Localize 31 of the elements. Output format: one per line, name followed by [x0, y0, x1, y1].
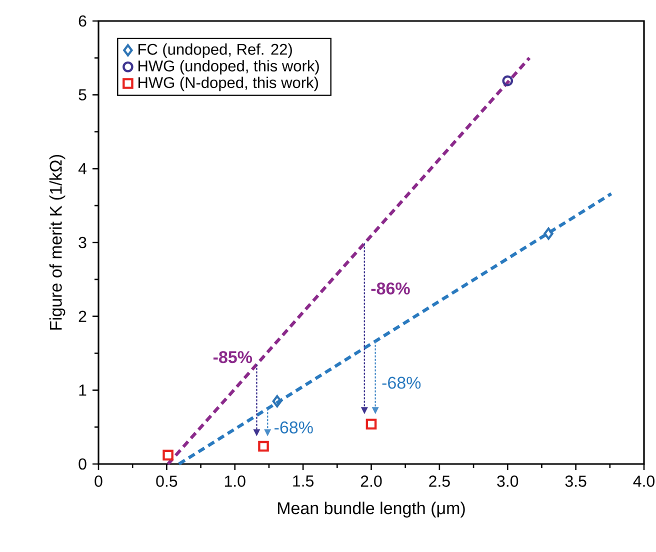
point: [544, 228, 554, 240]
y-tick-label: 4: [78, 163, 86, 174]
annotation: -86%: [371, 282, 410, 294]
annotation: -85%: [213, 351, 252, 364]
y-tick-label: 1: [79, 384, 86, 396]
point: [272, 395, 282, 408]
x-tick-label: 0: [94, 476, 102, 487]
point: [366, 418, 377, 430]
point: [162, 450, 174, 461]
x-tick-label: 0.5: [156, 476, 178, 487]
x-tick-label: 3.5: [565, 476, 586, 487]
x-tick-label: 1.0: [224, 476, 246, 487]
x-axis-title: Mean bundle length (μm): [278, 502, 465, 518]
x-tick-label: 3.0: [497, 476, 518, 487]
legend-label: HWG (undoped, this work): [138, 60, 319, 75]
y-tick-label: 6: [78, 15, 86, 27]
annotation: -68%: [274, 421, 313, 434]
x-tick-label: 4.0: [633, 476, 654, 487]
y-tick-label: 5: [78, 89, 86, 100]
x-tick-label: 2.5: [429, 476, 450, 487]
annotation: -68%: [382, 376, 421, 389]
point: [258, 440, 269, 452]
y-axis-title: Figure of merit K (1/kΩ): [49, 155, 66, 330]
x-tick-label: 2.0: [360, 476, 382, 487]
y-tick-label: 3: [78, 236, 86, 248]
x-tick-label: 1.5: [293, 476, 314, 487]
legend-label: HWG (N-doped, this work): [138, 76, 318, 92]
y-tick-label: 2: [78, 310, 86, 322]
point: [502, 75, 514, 86]
legend-label: FC (undoped, Ref. 22): [138, 43, 292, 58]
y-tick-label: 0: [78, 458, 86, 470]
